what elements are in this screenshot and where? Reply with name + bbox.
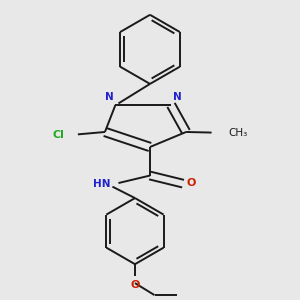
Text: O: O [130, 280, 140, 290]
Text: O: O [187, 178, 196, 188]
Text: CH₃: CH₃ [228, 128, 248, 138]
Text: Cl: Cl [52, 130, 64, 140]
Text: HN: HN [93, 179, 111, 189]
Text: N: N [172, 92, 181, 102]
Text: N: N [105, 92, 114, 102]
